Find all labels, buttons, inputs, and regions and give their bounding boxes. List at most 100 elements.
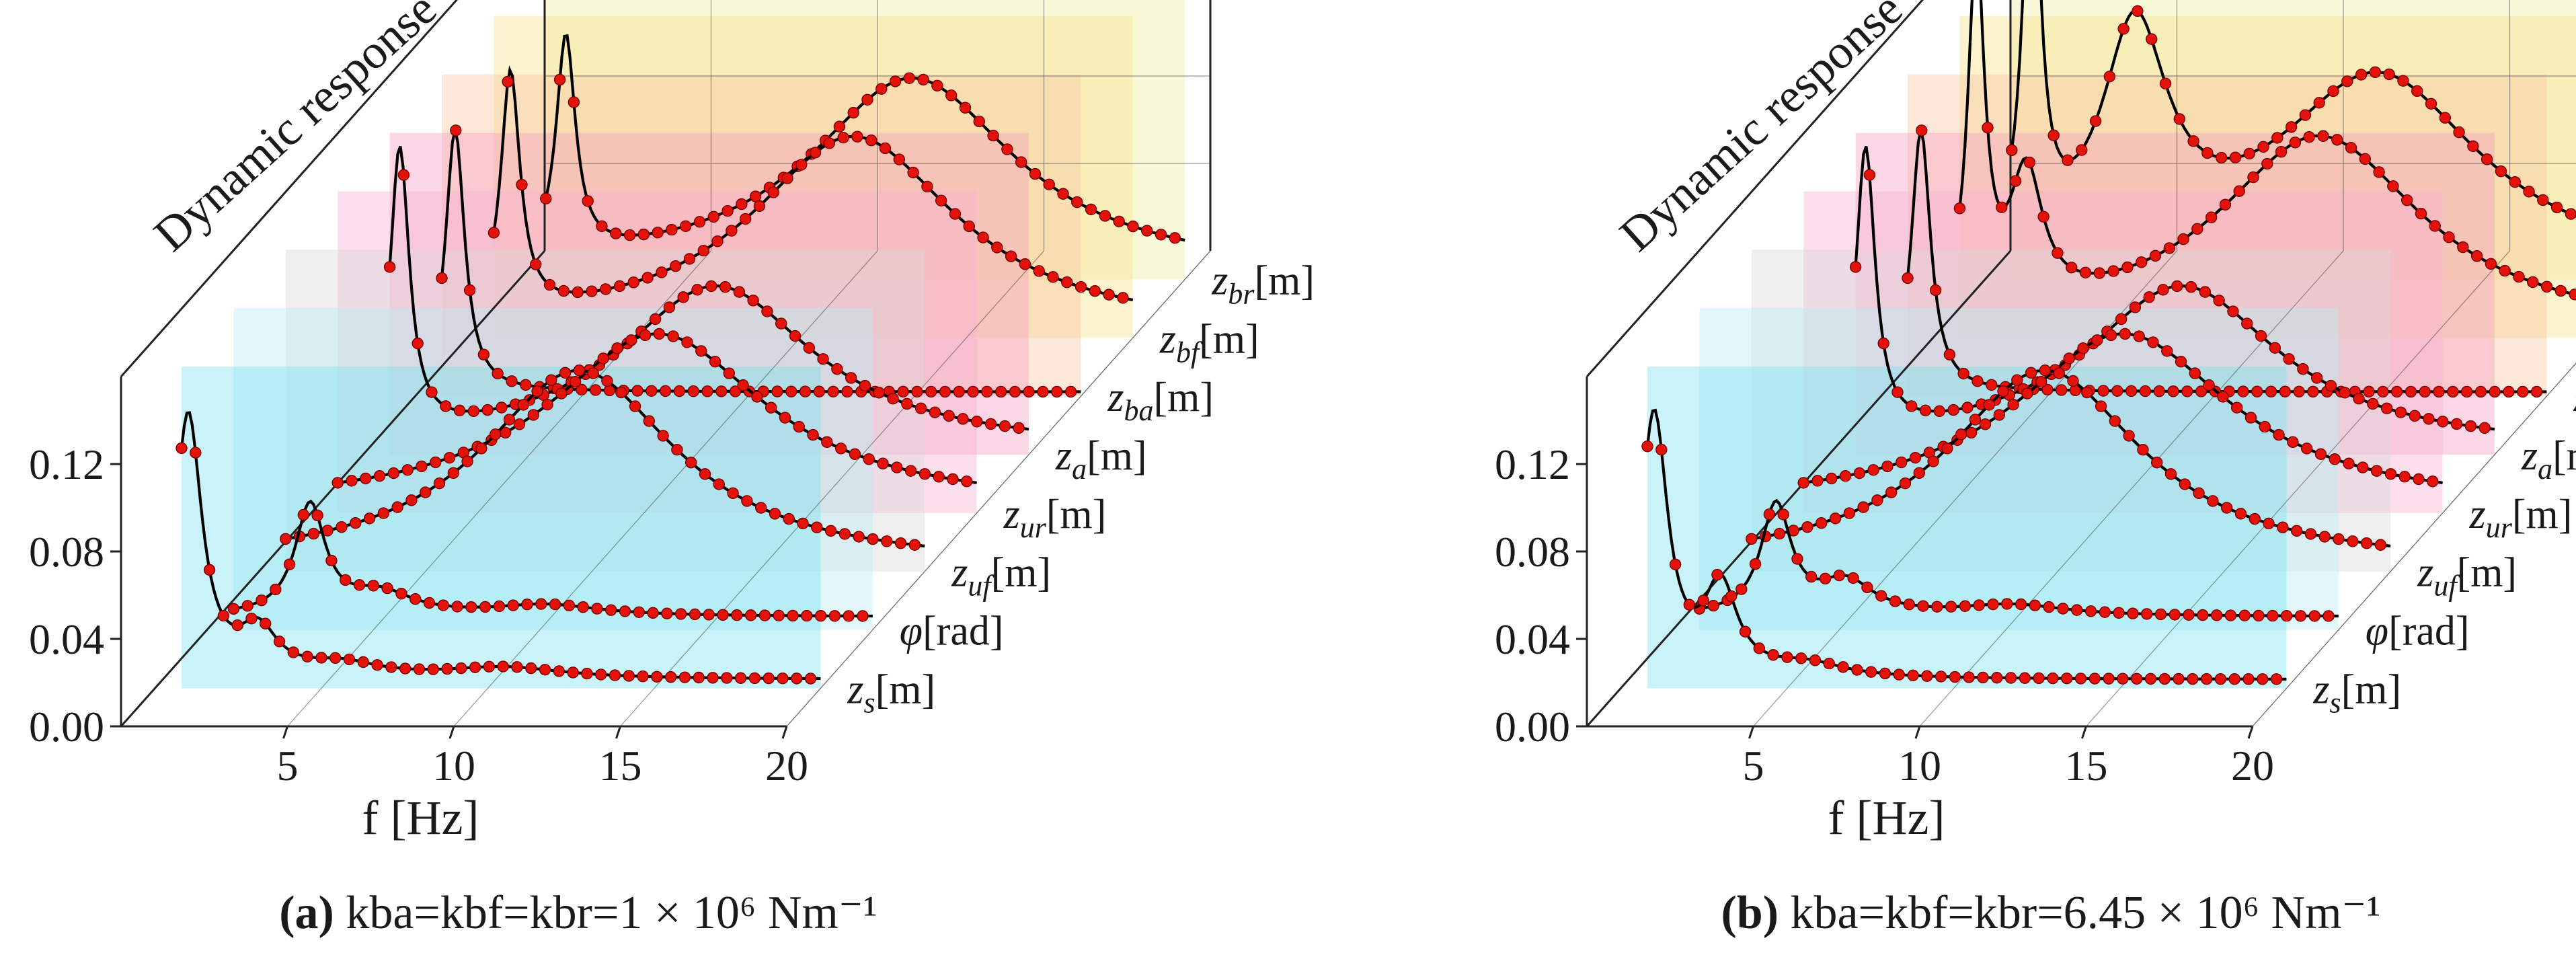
series-label: zs[m] — [2312, 666, 2401, 719]
numerical-point — [2203, 379, 2215, 391]
numerical-point — [2067, 375, 2079, 387]
numerical-point — [723, 367, 736, 379]
numerical-point — [646, 385, 658, 397]
numerical-point — [2327, 85, 2339, 98]
numerical-point — [2341, 75, 2353, 87]
numerical-point — [2144, 673, 2157, 685]
numerical-point — [1061, 276, 1073, 289]
numerical-point — [2299, 109, 2312, 121]
floor-grid-line — [786, 250, 1211, 727]
numerical-point — [455, 662, 467, 675]
numerical-point — [2107, 265, 2119, 277]
numerical-point — [935, 194, 947, 206]
numerical-point — [2191, 223, 2203, 235]
numerical-point — [1921, 670, 1933, 682]
numerical-point — [2415, 207, 2427, 220]
numerical-point — [1127, 220, 1139, 233]
depth-axis-line — [1586, 250, 2012, 727]
numerical-point — [1099, 210, 1111, 222]
numerical-point — [1037, 385, 1049, 398]
numerical-point — [2207, 495, 2219, 507]
numerical-point — [2093, 267, 2106, 279]
numerical-point — [2355, 69, 2368, 81]
numerical-point — [680, 220, 692, 232]
numerical-point — [1851, 664, 1863, 676]
series-label: zuf[m] — [2417, 550, 2517, 603]
series-label: zs[m] — [847, 666, 935, 719]
top-depth-edge — [1586, 0, 1924, 377]
numerical-point — [2195, 385, 2208, 397]
series-3: zur[m] — [1797, 328, 2572, 544]
numerical-point — [2423, 413, 2435, 425]
numerical-point — [1902, 272, 1914, 284]
numerical-point — [1763, 508, 1776, 521]
numerical-point — [1023, 385, 1035, 398]
numerical-point — [1955, 428, 1967, 441]
numerical-point — [929, 406, 941, 418]
numerical-point — [2229, 151, 2242, 163]
numerical-point — [838, 528, 851, 540]
numerical-point — [1879, 667, 1891, 680]
series-2: zuf[m] — [280, 365, 1051, 603]
numerical-point — [1963, 671, 1975, 683]
numerical-point — [1057, 188, 1069, 200]
numerical-point — [769, 508, 781, 520]
numerical-point — [739, 213, 752, 225]
numerical-point — [873, 387, 885, 399]
numerical-point — [2398, 471, 2411, 483]
numerical-point — [1735, 583, 1748, 595]
numerical-point — [821, 436, 833, 449]
numerical-point — [2137, 444, 2149, 456]
numerical-point — [949, 208, 962, 220]
numerical-point — [2179, 478, 2191, 490]
numerical-point — [1977, 671, 1989, 684]
numerical-point — [715, 385, 728, 397]
numerical-point — [1839, 470, 1852, 482]
caption-text: kba=kbf=kbr=1 × 10⁶ Nm⁻¹ — [346, 887, 877, 939]
numerical-point — [283, 558, 296, 570]
x-tick-label: 5 — [1743, 742, 1764, 790]
numerical-point — [953, 385, 965, 398]
numerical-point — [395, 587, 407, 600]
numerical-point — [2077, 342, 2089, 354]
numerical-point — [1875, 590, 1887, 602]
numerical-point — [2261, 157, 2273, 170]
numerical-point — [1816, 516, 1828, 529]
numerical-point — [721, 672, 733, 684]
numerical-point — [2185, 280, 2197, 293]
series-0: zs[m] — [175, 411, 935, 719]
numerical-point — [1906, 400, 1918, 412]
numerical-point — [2317, 130, 2329, 142]
numerical-point — [2111, 385, 2123, 397]
numerical-point — [908, 539, 921, 551]
numerical-point — [568, 96, 580, 108]
numerical-point — [477, 348, 490, 360]
numerical-point — [531, 385, 543, 397]
numerical-point — [2015, 598, 2027, 611]
numerical-point — [879, 142, 892, 155]
numerical-point — [2041, 383, 2054, 396]
numerical-point — [625, 334, 637, 346]
numerical-point — [1826, 472, 1838, 485]
numerical-point — [1917, 600, 1929, 612]
numerical-point — [652, 227, 664, 239]
numerical-point — [707, 672, 719, 684]
numerical-point — [981, 385, 993, 398]
numerical-point — [1781, 651, 1793, 663]
numerical-point — [1909, 451, 1922, 464]
numerical-point — [963, 220, 975, 233]
numerical-point — [749, 190, 762, 202]
numerical-point — [744, 609, 757, 621]
numerical-point — [1927, 455, 1939, 467]
numerical-point — [2214, 673, 2227, 685]
numerical-point — [853, 531, 865, 543]
numerical-point — [1996, 201, 2008, 213]
numerical-point — [1795, 652, 1807, 664]
series-label: φ[rad] — [900, 609, 1004, 654]
numerical-point — [709, 356, 721, 368]
x-tick — [1914, 726, 1921, 739]
numerical-point — [2035, 376, 2047, 388]
numerical-point — [2043, 601, 2055, 613]
numerical-point — [360, 472, 372, 485]
numerical-point — [1809, 654, 1822, 666]
